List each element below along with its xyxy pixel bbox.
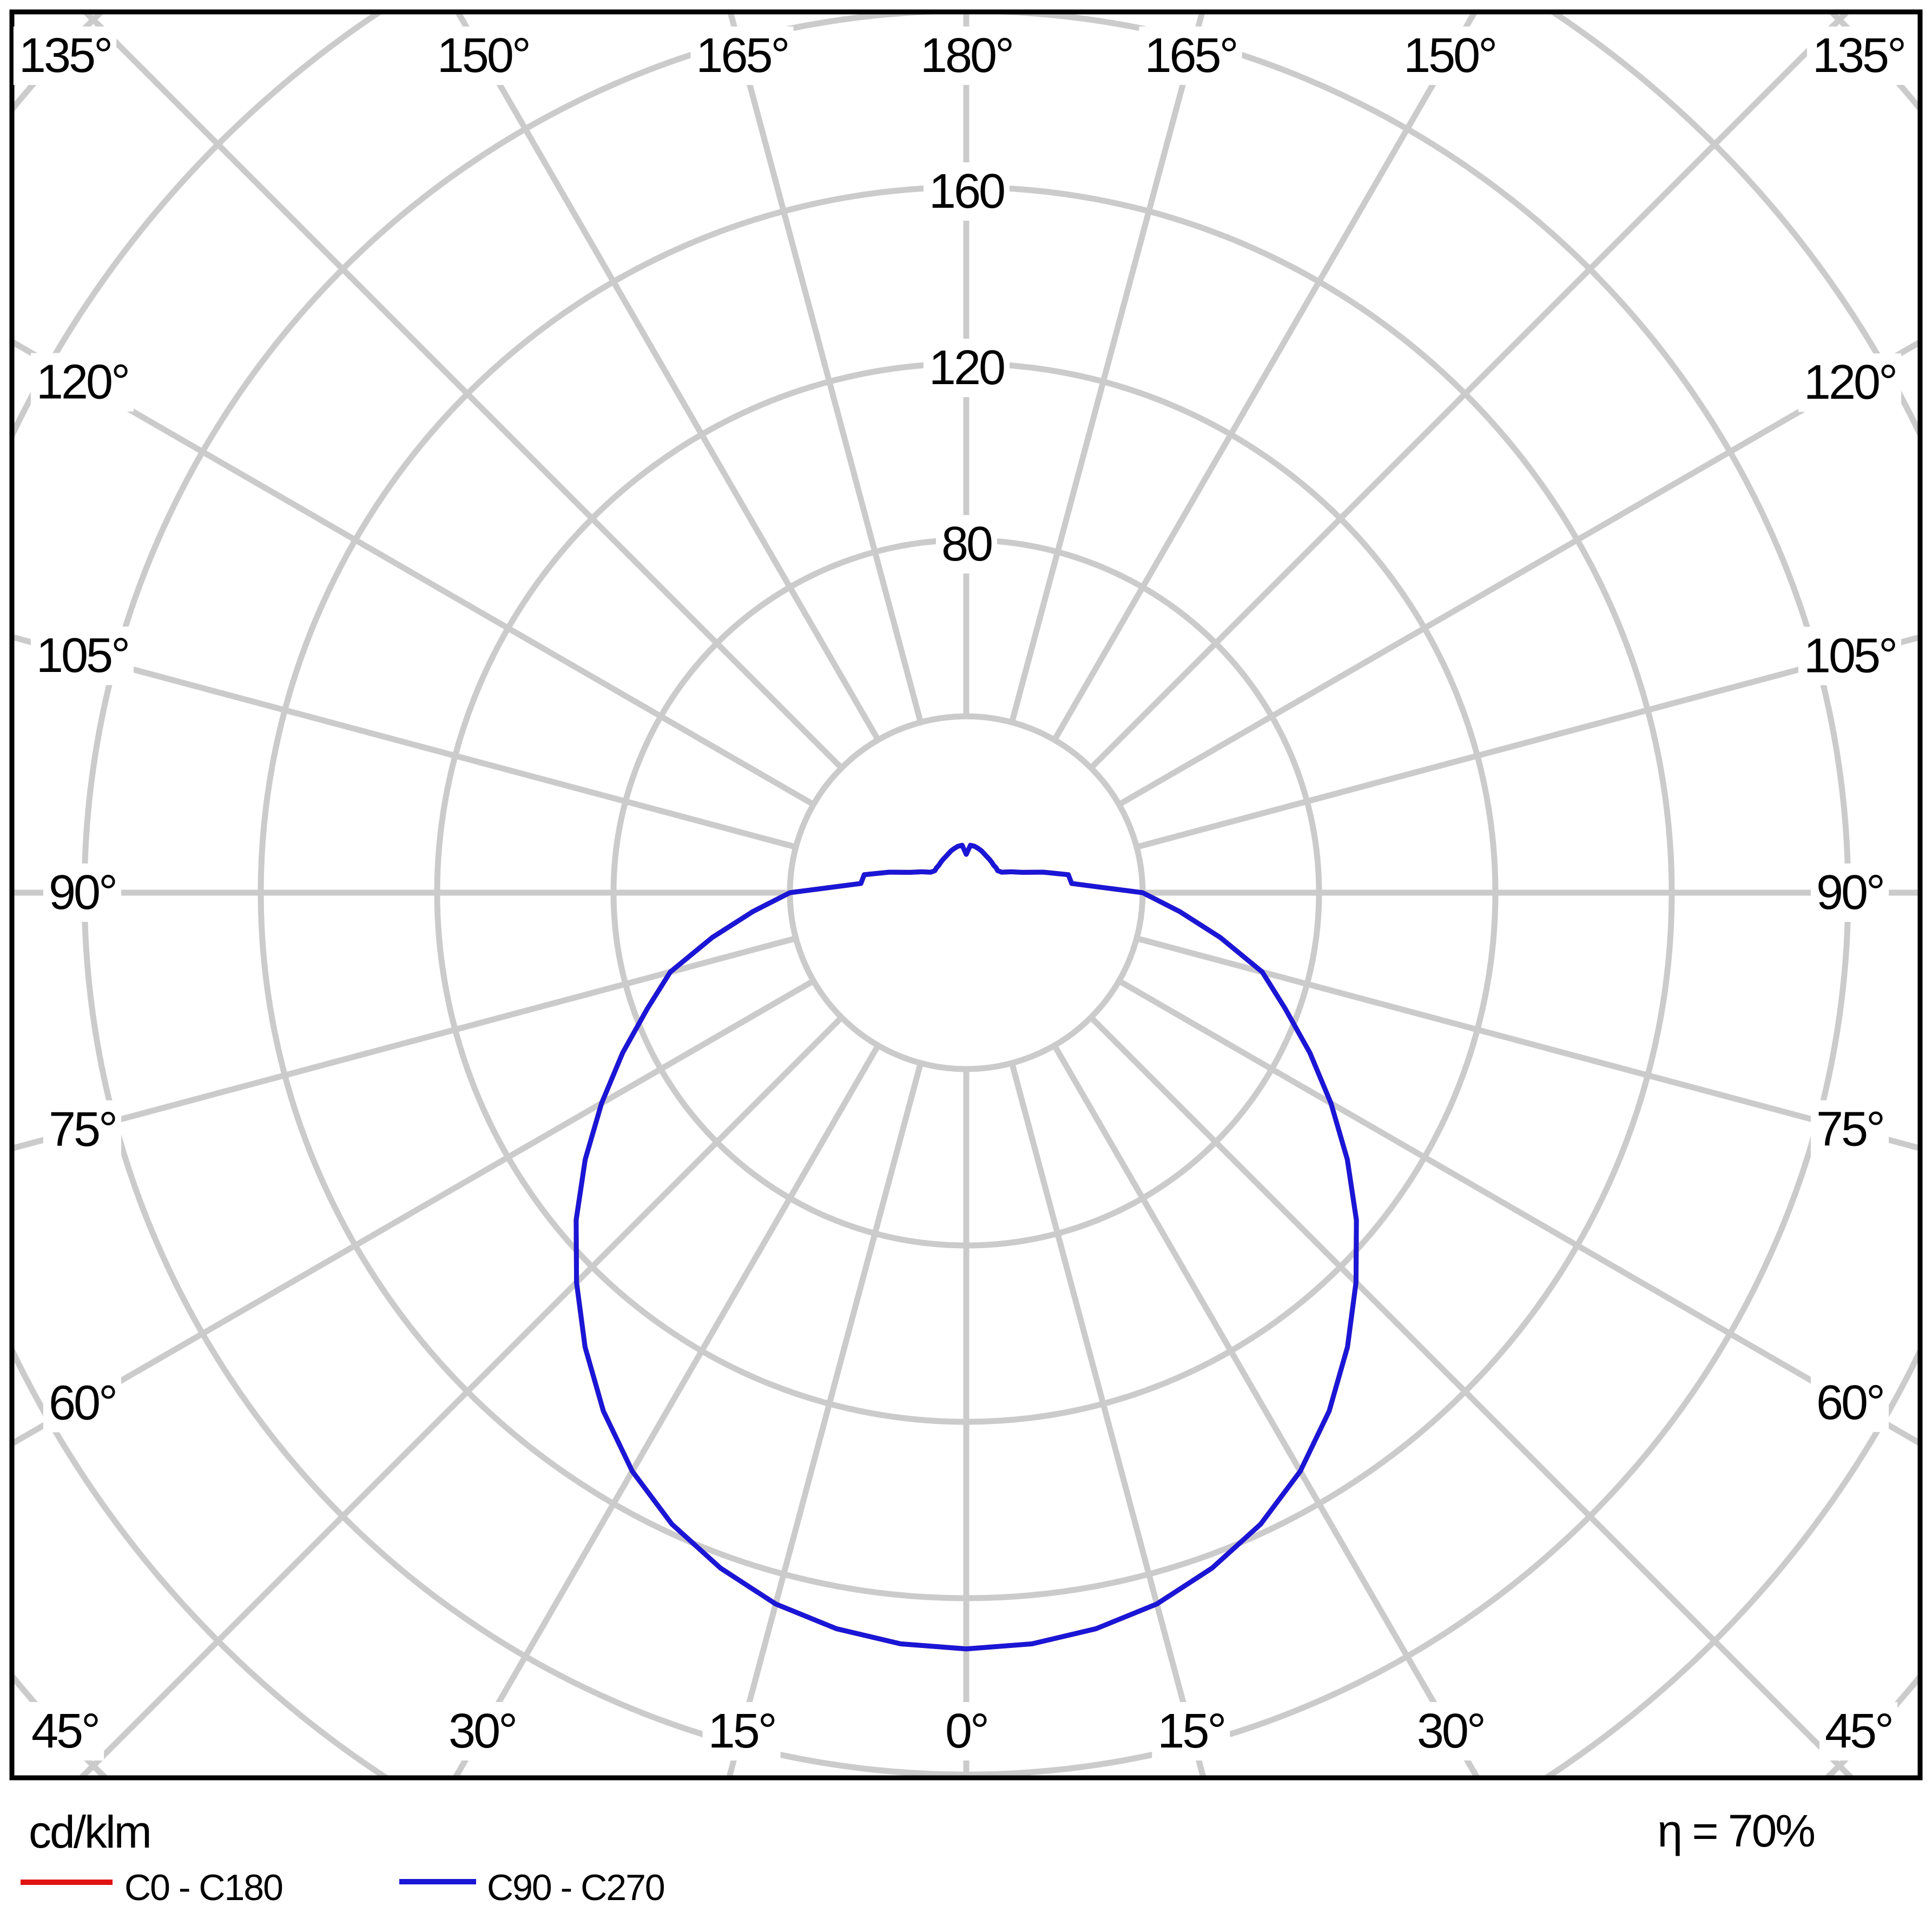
legend-label-c90-c270: C90 - C270	[487, 1867, 664, 1908]
tick-label: 105°	[1804, 629, 1896, 683]
curve-c90-c270	[573, 842, 1359, 1652]
tick-label: 30°	[449, 1704, 516, 1758]
radial-axis-labels: 80 120 160	[923, 162, 1010, 573]
intensity-curves	[573, 842, 1359, 1652]
tick-label: 160	[929, 164, 1004, 219]
tick-label: 15°	[708, 1704, 775, 1758]
tick-label: 150°	[1403, 29, 1495, 83]
unit-label: cd/klm	[29, 1806, 150, 1857]
tick-label: 45°	[1825, 1704, 1892, 1758]
tick-label: 90°	[1816, 866, 1883, 920]
tick-label: 120	[929, 341, 1004, 395]
tick-label: 75°	[1816, 1103, 1883, 1157]
legend: C0 - C180 C90 - C270	[21, 1867, 665, 1908]
legend-label-c0-c180: C0 - C180	[124, 1867, 282, 1908]
tick-label: 15°	[1157, 1704, 1224, 1758]
tick-label: 105°	[36, 629, 128, 683]
tick-label: 90°	[49, 866, 116, 920]
tick-label: 120°	[36, 355, 128, 410]
plot-border	[9, 9, 1923, 1781]
tick-label: 180°	[920, 29, 1012, 83]
tick-label: 165°	[1144, 29, 1236, 83]
tick-label: 60°	[1816, 1376, 1883, 1430]
tick-label: 60°	[49, 1376, 116, 1430]
tick-label: 0°	[945, 1704, 987, 1758]
tick-label: 80	[941, 517, 992, 571]
angle-axis-labels: 0° 15° 15° 30° 30° 45° 45° 60° 60° 75° 75° 90° 90° 10…	[13, 27, 1910, 1760]
tick-label: 165°	[696, 29, 788, 83]
efficiency-label: η = 70%	[1657, 1805, 1814, 1856]
tick-label: 75°	[49, 1103, 116, 1157]
tick-label: 150°	[437, 29, 529, 83]
tick-label: 135°	[19, 29, 111, 83]
tick-label: 120°	[1804, 355, 1896, 410]
tick-label: 135°	[1812, 29, 1904, 83]
tick-label: 45°	[31, 1704, 98, 1758]
tick-label: 30°	[1417, 1704, 1484, 1758]
